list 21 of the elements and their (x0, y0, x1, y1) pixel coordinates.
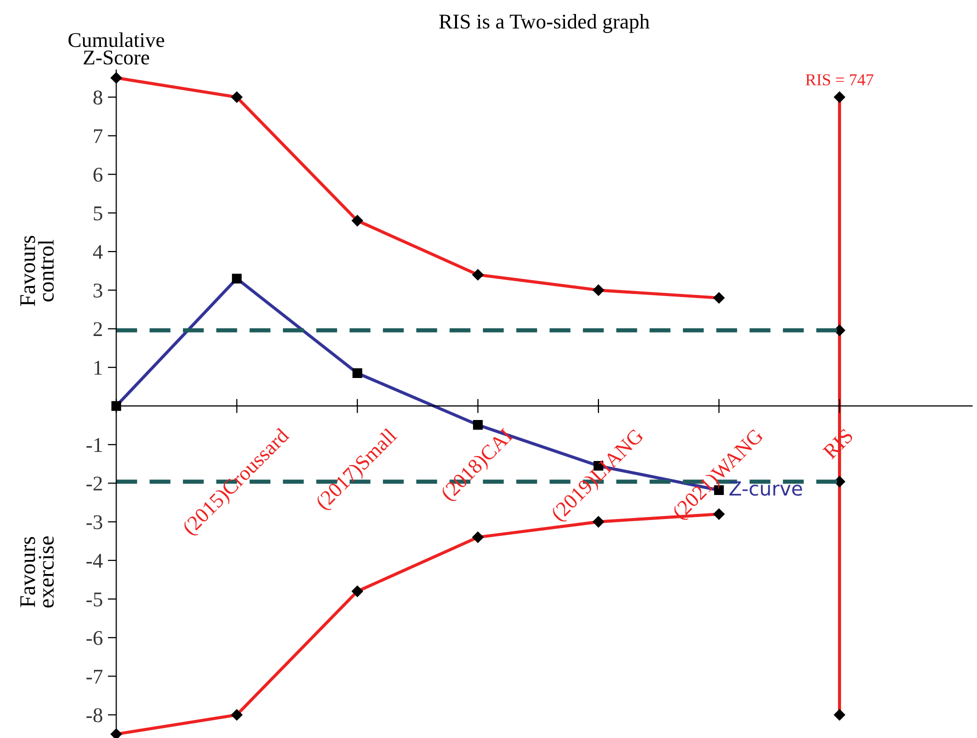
y-tick-label: 2 (94, 322, 102, 336)
y-tick-label: -3 (86, 515, 102, 530)
y-tick-label: 7 (94, 129, 102, 143)
chart-title: RIS is a Two-sided graph (439, 14, 650, 33)
y-tick-label: -1 (86, 438, 102, 452)
y-tick-label: 1 (94, 360, 102, 375)
y-tick-label: 3 (94, 284, 102, 298)
y-tick-label: -7 (86, 670, 102, 684)
y-tick-label: -5 (86, 592, 102, 606)
y-axis-title: Cumulative Z-Score (68, 32, 164, 65)
text: Favours control (20, 236, 54, 306)
annotation: RIS = 747 (806, 74, 874, 86)
y-tick-label: 5 (94, 206, 102, 220)
y-tick-label: -2 (86, 476, 102, 490)
y-tick-label: 8 (93, 90, 102, 105)
y-tick-label: -6 (86, 631, 102, 646)
y-tick-label: -8 (86, 708, 102, 722)
y-tick-label: 6 (94, 168, 102, 182)
y-tick-label: 4 (93, 245, 103, 259)
y-tick-label: -4 (86, 554, 103, 568)
text: Favours exercise (20, 536, 54, 608)
